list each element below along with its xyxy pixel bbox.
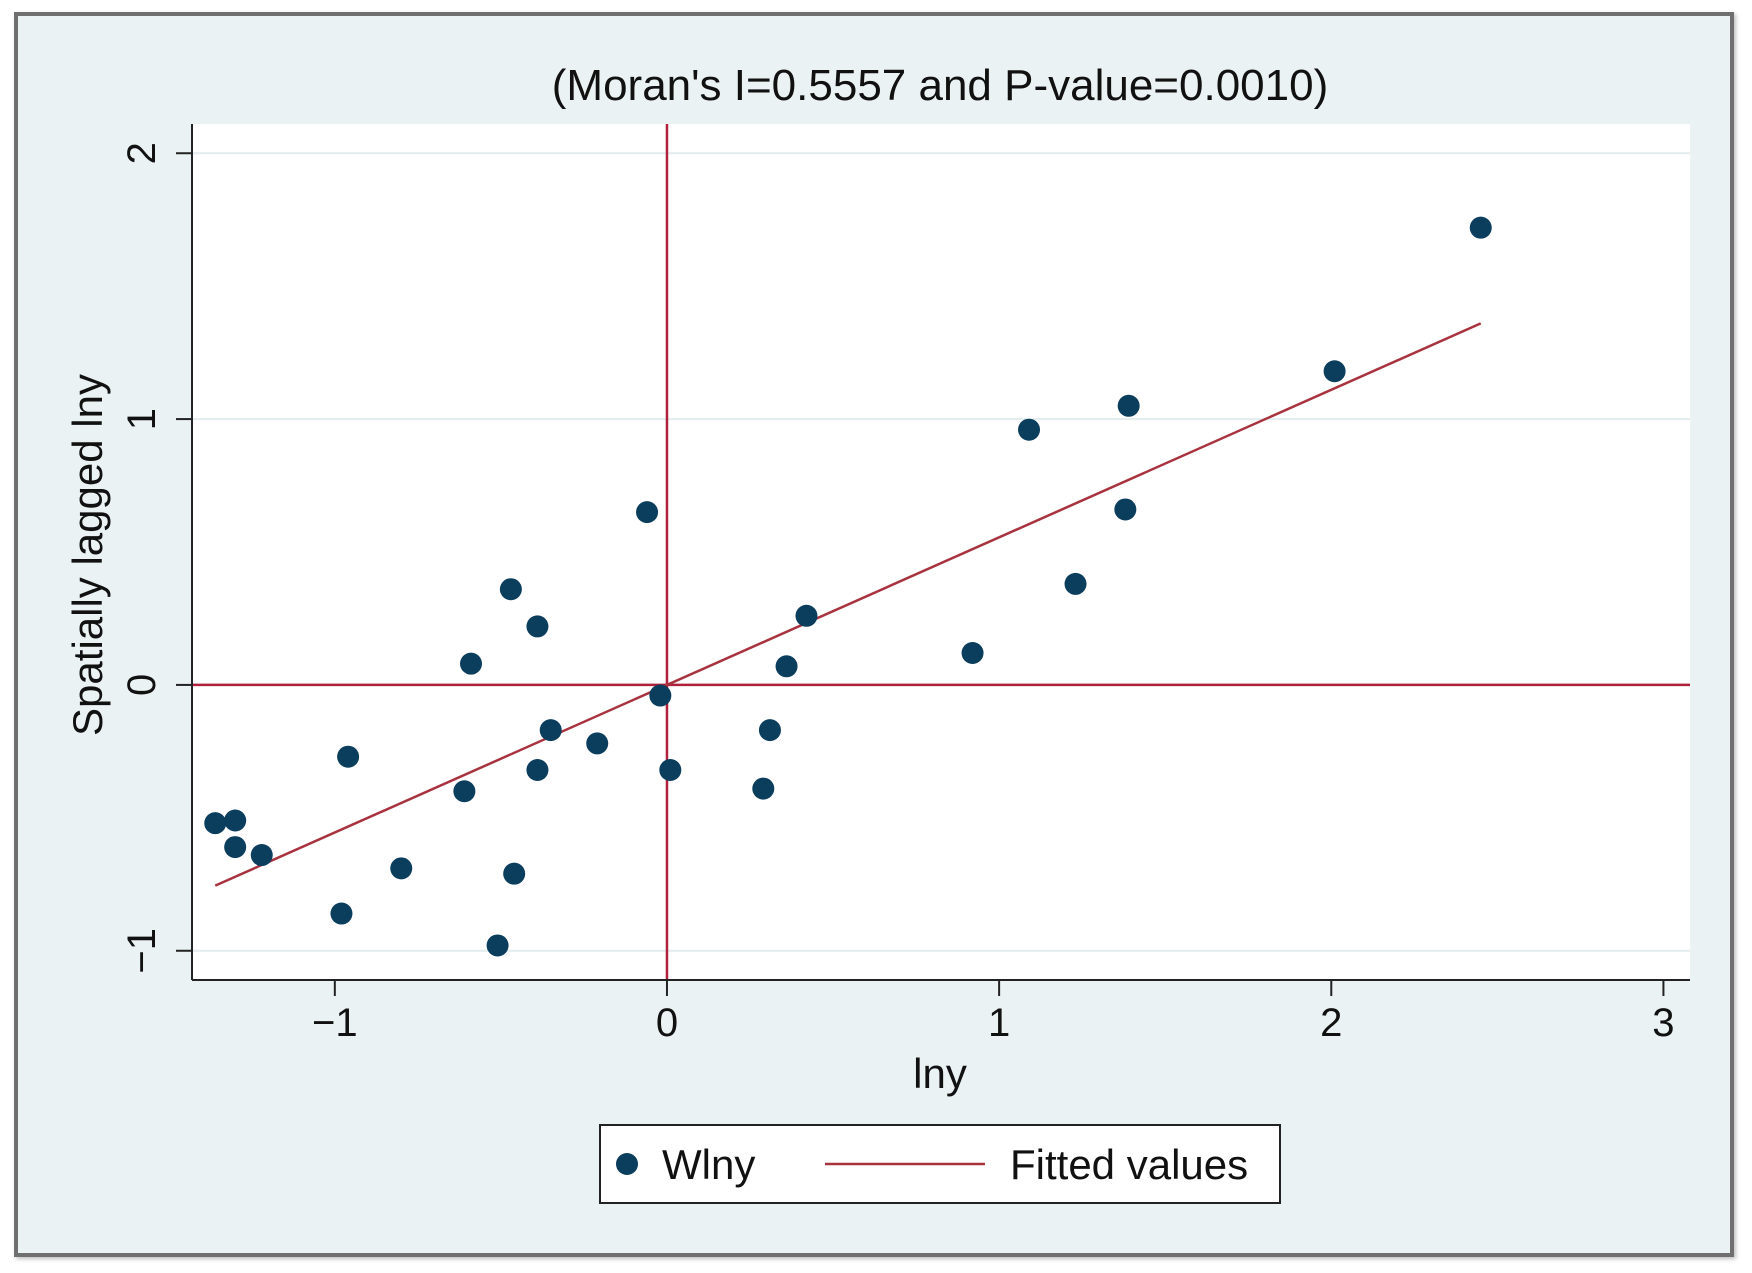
y-ticks: −1 0 1 2 [120, 142, 192, 974]
y-axis-title: Spatially lagged lny [64, 374, 111, 736]
data-point [775, 655, 798, 678]
data-point [1323, 360, 1346, 383]
fitted-values-line [214, 322, 1482, 887]
x-axis-title: lny [913, 1050, 967, 1097]
chart-title: (Moran's I=0.5557 and P-value=0.0010) [552, 61, 1328, 110]
legend-marker-wlny [616, 1153, 638, 1175]
legend-label-wlny: Wlny [662, 1141, 755, 1188]
data-point [758, 719, 781, 742]
data-point [526, 615, 549, 638]
y-tick-label: −1 [120, 928, 164, 974]
scatter-points [204, 216, 1492, 957]
data-point [460, 652, 483, 675]
data-point [1469, 216, 1492, 239]
data-point [503, 862, 526, 885]
x-tick-label: −1 [312, 1001, 358, 1045]
reference-lines [192, 124, 1690, 980]
legend-label-fitted: Fitted values [1010, 1141, 1248, 1188]
data-point [1117, 394, 1140, 417]
data-point [795, 604, 818, 627]
x-tick-label: 2 [1320, 1001, 1342, 1045]
data-point [636, 501, 659, 524]
fitted-line-group [214, 322, 1482, 887]
data-point [224, 809, 247, 832]
data-point [961, 642, 984, 665]
data-point [330, 902, 353, 925]
data-point [337, 745, 360, 768]
data-point [1018, 418, 1041, 441]
data-point [1064, 572, 1087, 595]
data-point [586, 732, 609, 755]
data-point [1114, 498, 1137, 521]
data-point [390, 857, 413, 880]
x-tick-label: 0 [656, 1001, 678, 1045]
data-point [224, 836, 247, 859]
data-point [486, 934, 509, 957]
x-tick-label: 3 [1652, 1001, 1674, 1045]
y-tick-label: 0 [120, 674, 164, 696]
y-tick-label: 1 [120, 408, 164, 430]
data-point [453, 780, 476, 803]
data-point [499, 578, 522, 601]
data-point [659, 758, 682, 781]
axes [191, 124, 1690, 981]
data-point [526, 758, 549, 781]
data-point [752, 777, 775, 800]
data-point [649, 684, 672, 707]
legend: Wlny Fitted values [599, 1124, 1281, 1204]
x-ticks: −1 0 1 2 3 [312, 980, 1675, 1045]
plot-area [192, 124, 1690, 980]
data-point [539, 719, 562, 742]
data-point [250, 844, 273, 867]
x-tick-label: 1 [988, 1001, 1010, 1045]
data-point [204, 812, 227, 835]
y-tick-label: 2 [120, 142, 164, 164]
